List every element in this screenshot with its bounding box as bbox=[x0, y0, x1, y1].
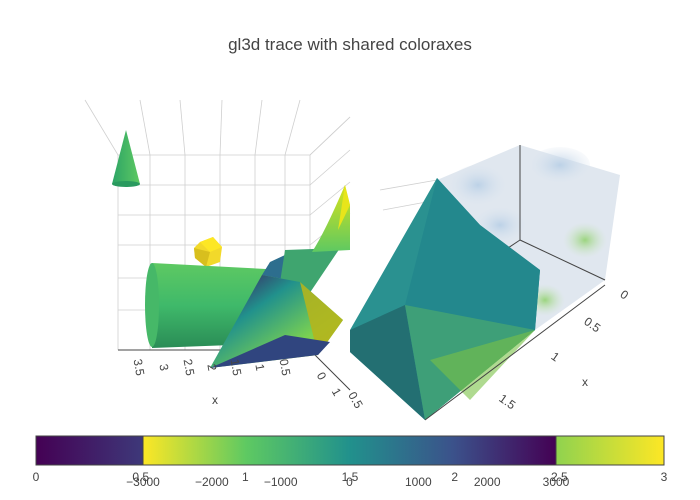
colorbar-2-tick-label: 0 bbox=[346, 475, 353, 489]
colorbar-2-tick-label: 2000 bbox=[474, 475, 501, 489]
scene-1-xaxis-tick-label: 2.5 bbox=[181, 358, 198, 377]
scene-1-xaxis-tick-label: 2 bbox=[204, 363, 219, 372]
scene-2-xaxis-tick-label: 1 bbox=[549, 349, 563, 364]
colorbar-2-tick-label: −2000 bbox=[195, 475, 229, 489]
colorbar-2-tick-label: 1000 bbox=[405, 475, 432, 489]
scene-1-xaxis-tick-label: 0 bbox=[314, 370, 330, 383]
scene-2-xaxis-title: x bbox=[582, 375, 588, 389]
isosurface-trace[interactable] bbox=[350, 178, 540, 420]
scene-1-xaxis-tick-label: 0.5 bbox=[345, 389, 366, 411]
colorbar-1-tick-label: 2 bbox=[451, 470, 458, 484]
colorbar-2: −3000 −2000 −1000 0 1000 2000 3000 bbox=[126, 435, 570, 489]
scene-1-xaxis-tick-label: 1 bbox=[252, 363, 267, 372]
colorbar-2-ticks: −3000 −2000 −1000 0 1000 2000 3000 bbox=[126, 475, 570, 489]
scene-1-xaxis-tick-label: 3 bbox=[156, 363, 171, 372]
scene-1-xaxis-ticks: 3.5 3 2.5 2 1.5 1 0.5 01 0.5 bbox=[131, 358, 366, 411]
scene-1-xaxis-tick-label: 1 bbox=[329, 386, 345, 399]
colorbar-1-tick-label: 0 bbox=[33, 470, 40, 484]
isosurface-blob[interactable] bbox=[194, 237, 222, 267]
scene-1[interactable]: x 3.5 3 2.5 2 1.5 1 0.5 01 0.5 bbox=[84, 99, 366, 411]
scene-2-xaxis-tick-label: 1.5 bbox=[496, 391, 518, 412]
mesh3d-trace[interactable] bbox=[210, 248, 343, 368]
scene-1-xaxis-title: x bbox=[212, 393, 218, 407]
scene-1-xaxis-tick-label: 3.5 bbox=[131, 358, 148, 377]
scene-1-xaxis-tick-label: 1.5 bbox=[228, 358, 245, 377]
colorbar-1-tick-label: 1.5 bbox=[342, 470, 359, 484]
chart-title: gl3d trace with shared coloraxes bbox=[228, 35, 472, 54]
colorbar-1-ticks: 0 0.5 1 1.5 2 2.5 3 bbox=[33, 470, 668, 484]
colorbar-1-tick-label: 3 bbox=[661, 470, 668, 484]
colorbar-2-tick-label: −1000 bbox=[264, 475, 298, 489]
colorbar-1-tick-label: 2.5 bbox=[551, 470, 568, 484]
colorbar-1-tick-label: 0.5 bbox=[132, 470, 149, 484]
colorbar-1-tick-label: 1 bbox=[242, 470, 249, 484]
scene-1-xaxis-tick-label: 0.5 bbox=[277, 358, 294, 377]
scene-2-xaxis-tick-label: 0 bbox=[618, 287, 632, 302]
colorbar-2-fill bbox=[142, 435, 557, 466]
cone-trace[interactable] bbox=[112, 130, 140, 187]
colorbar-2-tick-label: −3000 bbox=[126, 475, 160, 489]
scene-2-xaxis-tick-label: 0.5 bbox=[581, 314, 603, 335]
streamtube-funnel[interactable] bbox=[312, 185, 350, 252]
scene-2[interactable]: x 0 0.5 1 1.5 bbox=[350, 145, 632, 421]
colorbar-2-tick-label: 3000 bbox=[543, 475, 570, 489]
